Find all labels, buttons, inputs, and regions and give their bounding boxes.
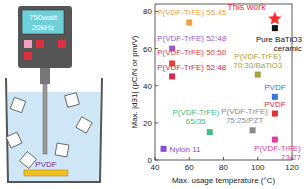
water: [8, 92, 100, 182]
button: [58, 40, 66, 48]
y-tick-label: 80: [143, 7, 152, 16]
y-tick: [155, 85, 158, 86]
point-label: 75:25/PZT: [226, 116, 263, 125]
horn-tip: [43, 84, 47, 154]
button: [24, 52, 32, 60]
point-label: This work: [227, 2, 266, 12]
point-label: P(VDF-TrFE): [254, 144, 301, 153]
data-point: [161, 146, 167, 152]
point-label: P(VDF-TrFE): [172, 108, 219, 117]
data-point: [255, 72, 261, 78]
figure: 750watt20kHzPVDF406080100120020406080Max…: [0, 0, 304, 189]
display-text: 750watt: [29, 13, 58, 22]
point-label: Nylon 11: [170, 145, 202, 154]
beaker: [6, 78, 102, 182]
display-text: 20kHz: [32, 23, 55, 32]
ice-cube: [76, 117, 92, 133]
x-tick: [257, 157, 258, 160]
button: [24, 40, 32, 48]
x-tick: [189, 157, 190, 160]
point-label: P(VDF-TrFE): [221, 107, 268, 116]
y-tick-label: 40: [143, 82, 152, 91]
y-tick-label: 0: [148, 156, 153, 165]
plot-frame: [155, 4, 292, 160]
data-point: [250, 127, 256, 133]
x-tick-label: 100: [251, 163, 265, 172]
x-tick-label: 60: [185, 163, 194, 172]
button: [36, 40, 44, 48]
x-tick: [223, 157, 224, 160]
point-label: ceramic: [274, 44, 302, 53]
illustration: 750watt20kHz PVDF: [6, 6, 102, 182]
point-label: PVDF: [264, 83, 285, 92]
data-point: [272, 25, 278, 31]
ice-cube: [6, 132, 22, 148]
x-tick: [155, 157, 156, 160]
x-axis-label: Max. usage temperature (°C): [172, 176, 276, 185]
data-point: [169, 73, 175, 79]
point-label: P(VDF-TrFE) 52:48: [157, 63, 227, 72]
y-tick-label: 60: [143, 45, 152, 54]
point-label: 70:30/BaTiO3: [233, 61, 283, 70]
horn-neck: [40, 68, 50, 84]
data-point: [207, 129, 213, 135]
data-point: [268, 12, 281, 25]
ice-cube: [20, 152, 37, 169]
point-label: 65/35: [186, 117, 207, 126]
x-tick-label: 120: [285, 163, 299, 172]
display: [22, 10, 64, 34]
ice-cube: [65, 93, 80, 108]
sample-label: PVDF: [35, 160, 56, 169]
ultrasonic-device: [18, 6, 72, 68]
sample-film: [24, 170, 68, 176]
point-labels: P(VDF-TrFE) 55:45 P(VDF-TrFE) 52:48 P(VDF-…: [157, 2, 302, 162]
ice-cube: [55, 143, 69, 157]
y-tick: [155, 160, 158, 161]
point-label: Pure BaTiO3: [256, 35, 302, 44]
x-tick-label: 80: [219, 163, 228, 172]
data-point: [272, 111, 278, 117]
chart: 406080100120020406080Max. usage temperat…: [130, 2, 302, 185]
y-tick-label: 20: [143, 119, 152, 128]
y-axis-label: Max. |d31| (pC/N or pm/V): [130, 35, 139, 128]
point-label: P(VDF-TrFE) 52:48: [157, 34, 227, 43]
y-tick: [155, 122, 158, 123]
ice-cube: [10, 97, 25, 112]
point-label: P(VDF-TrFE) 50:50: [157, 48, 227, 57]
data-point: [272, 137, 278, 143]
data-point: [186, 20, 192, 26]
point-label: P(VDF-TrFE) 55:45: [157, 8, 227, 17]
point-label: 73/27: [281, 153, 302, 162]
